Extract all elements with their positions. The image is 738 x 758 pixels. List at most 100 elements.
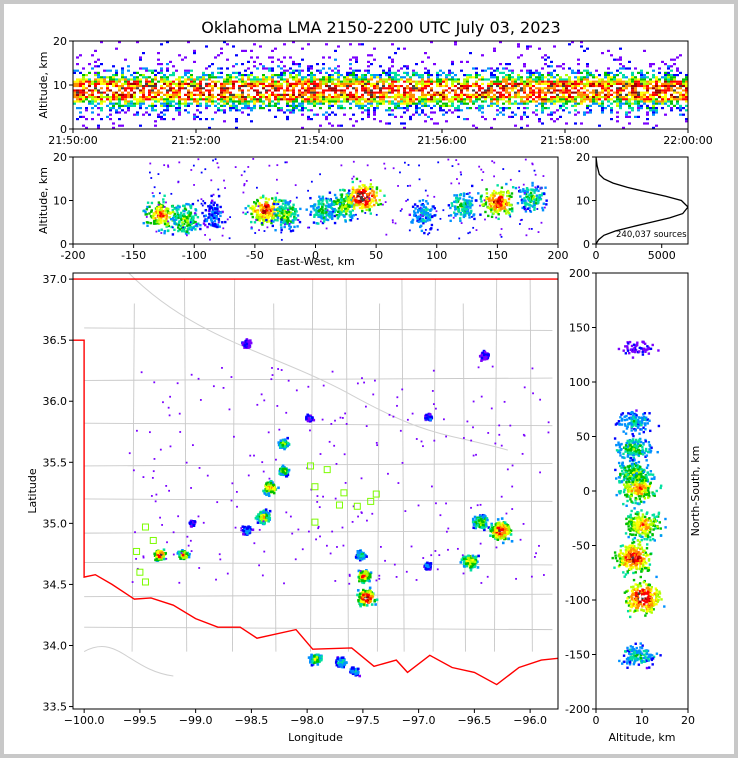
- density-cell: [259, 89, 262, 92]
- density-cell: [460, 100, 463, 103]
- density-cell: [238, 109, 241, 112]
- density-cell: [517, 43, 520, 46]
- density-cell: [532, 111, 535, 114]
- source-point: [530, 193, 533, 197]
- density-cell: [316, 78, 319, 81]
- density-cell: [535, 82, 538, 85]
- source-point: [293, 217, 296, 221]
- density-cell: [205, 67, 208, 70]
- source-point: [277, 200, 280, 203]
- density-cell: [556, 118, 559, 121]
- density-cell: [628, 82, 631, 85]
- density-cell: [634, 87, 637, 90]
- source-point: [191, 220, 194, 223]
- source-point: [325, 218, 328, 221]
- source-point: [294, 218, 297, 221]
- source-point: [214, 207, 217, 210]
- source-point: [319, 207, 323, 211]
- density-cell: [454, 93, 457, 96]
- density-cell: [664, 71, 667, 74]
- density-cell: [127, 93, 130, 96]
- density-cell: [499, 41, 502, 44]
- source-point: [250, 227, 253, 230]
- density-cell: [295, 89, 298, 92]
- density-cell: [562, 82, 565, 85]
- source-point: [450, 202, 454, 205]
- density-cell: [148, 91, 151, 94]
- density-cell: [646, 98, 649, 101]
- density-cell: [565, 102, 568, 105]
- density-cell: [331, 80, 334, 83]
- density-cell: [301, 100, 304, 103]
- density-cell: [277, 93, 280, 96]
- density-cell: [439, 87, 442, 90]
- source-point: [503, 209, 506, 213]
- density-cell: [277, 74, 280, 77]
- density-cell: [370, 87, 373, 90]
- source-point: [365, 201, 368, 205]
- density-cell: [418, 93, 421, 96]
- source-point: [353, 191, 357, 194]
- source-point: [375, 186, 379, 189]
- density-cell: [505, 87, 508, 90]
- density-cell: [217, 80, 220, 83]
- density-cell: [232, 45, 235, 48]
- density-cell: [670, 89, 673, 92]
- density-cell: [220, 109, 223, 112]
- source-point: [282, 214, 285, 217]
- source-point: [283, 219, 286, 223]
- density-cell: [481, 76, 484, 79]
- density-cell: [106, 96, 109, 99]
- density-cell: [262, 107, 265, 110]
- density-cell: [196, 78, 199, 81]
- density-cell: [142, 74, 145, 77]
- source-point: [321, 196, 324, 200]
- density-cell: [151, 104, 154, 107]
- density-cell: [427, 71, 430, 74]
- density-cell: [667, 100, 670, 103]
- density-cell: [268, 56, 271, 59]
- density-cell: [175, 85, 178, 88]
- density-cell: [121, 87, 124, 90]
- density-cell: [631, 76, 634, 79]
- density-cell: [385, 89, 388, 92]
- density-cell: [604, 80, 607, 83]
- density-cell: [97, 91, 100, 94]
- density-cell: [370, 89, 373, 92]
- density-cell: [679, 113, 682, 116]
- source-point: [207, 216, 210, 219]
- density-cell: [115, 102, 118, 105]
- density-cell: [250, 71, 253, 74]
- density-cell: [496, 102, 499, 105]
- density-cell: [538, 74, 541, 77]
- density-cell: [565, 122, 568, 125]
- density-cell: [247, 91, 250, 94]
- source-point: [356, 199, 359, 202]
- density-cell: [352, 71, 355, 74]
- source-point: [259, 205, 262, 208]
- density-cell: [562, 67, 565, 70]
- density-cell: [148, 85, 151, 88]
- density-cell: [445, 82, 448, 85]
- density-cell: [547, 96, 550, 99]
- density-cell: [466, 78, 469, 81]
- source-point: [157, 205, 161, 209]
- density-cell: [652, 107, 655, 110]
- density-cell: [91, 87, 94, 90]
- density-cell: [685, 120, 688, 123]
- source-point: [224, 220, 227, 224]
- density-cell: [97, 71, 100, 74]
- density-cell: [403, 93, 406, 96]
- density-cell: [673, 104, 676, 107]
- density-cell: [355, 91, 358, 94]
- density-cell: [328, 67, 331, 70]
- density-cell: [490, 89, 493, 92]
- density-cell: [307, 67, 310, 70]
- source-point: [533, 208, 536, 211]
- density-cell: [103, 89, 106, 92]
- density-cell: [496, 104, 499, 107]
- density-cell: [541, 91, 544, 94]
- density-cell: [196, 87, 199, 90]
- source-point: [408, 213, 412, 217]
